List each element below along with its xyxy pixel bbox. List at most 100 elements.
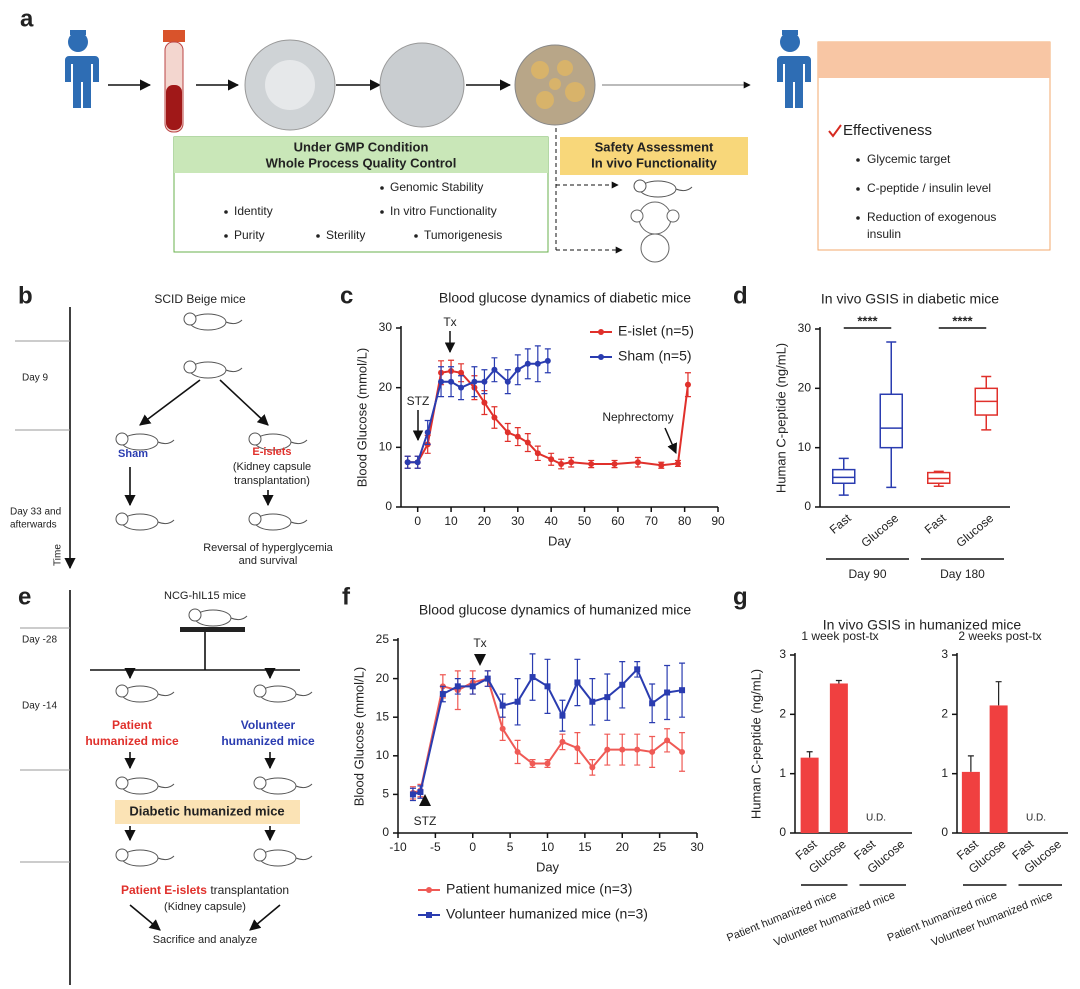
- marker: [634, 666, 641, 673]
- marker: [469, 683, 476, 690]
- marker: [649, 700, 656, 707]
- y-tick-label: 1: [941, 766, 948, 780]
- transplant-note: (Kidney capsule: [233, 461, 311, 473]
- group-label: Day 180: [940, 567, 985, 581]
- mouse-icon: [188, 608, 248, 627]
- annotation: Tx: [473, 636, 486, 650]
- marker: [544, 357, 551, 364]
- strain: NCG-hIL15 mice: [164, 590, 246, 602]
- patient-icon: [61, 30, 99, 108]
- islets: [531, 60, 585, 109]
- legend-marker: [598, 329, 604, 335]
- chart-title: Blood glucose dynamics of diabetic mice: [439, 290, 691, 306]
- marker: [664, 737, 671, 744]
- marker: [684, 381, 691, 388]
- annotation: U.D.: [866, 813, 886, 824]
- marker: [438, 378, 445, 385]
- significance-label: ****: [857, 313, 878, 328]
- marker: [534, 360, 541, 367]
- y-tick-label: 10: [376, 748, 390, 762]
- marker: [664, 689, 671, 696]
- y-tick-label: 3: [941, 647, 948, 661]
- marker: [568, 459, 575, 466]
- timeline-label: Day 33 and: [10, 507, 61, 518]
- transplant-label-rest: transplantation: [207, 883, 289, 897]
- mouse-icon: [253, 684, 313, 703]
- marker: [634, 746, 641, 753]
- eislets-label: E-islets: [252, 446, 291, 458]
- marker: [514, 433, 521, 440]
- error-bar: [806, 751, 813, 758]
- x-tick-label: 5: [507, 840, 514, 854]
- bullets: [856, 158, 860, 220]
- error-bar: [835, 679, 842, 684]
- marker: [484, 675, 491, 682]
- volunteer-label: Volunteer: [241, 718, 296, 732]
- y-tick-label: 0: [804, 499, 811, 513]
- transplant-label: Patient E-islets transplantation: [121, 883, 289, 897]
- mouse-icon: [633, 179, 693, 198]
- capsule-note: (Kidney capsule): [164, 901, 246, 913]
- annotation-arrow: [664, 427, 677, 454]
- safety-box: [560, 137, 748, 175]
- x-tick-label: 80: [678, 514, 692, 528]
- marker: [574, 679, 581, 686]
- marker: [471, 378, 478, 385]
- x-tick-label: Glucose: [953, 511, 996, 550]
- error-bar: [967, 755, 974, 772]
- legend-label: Sham (n=5): [618, 348, 692, 364]
- y-tick-label: 10: [379, 440, 393, 454]
- marker: [514, 748, 521, 755]
- diabetic-label: Diabetic humanized mice: [129, 803, 284, 818]
- marker: [404, 459, 411, 466]
- mouse-icon: [183, 312, 243, 331]
- x-tick-label: 30: [690, 840, 704, 854]
- outcome-heading: Effectiveness: [843, 122, 932, 139]
- arrow: [249, 904, 281, 931]
- panel-label: e: [18, 583, 31, 610]
- x-tick-label: 60: [611, 514, 625, 528]
- x-tick-label: 20: [478, 514, 492, 528]
- y-tick-label: 20: [376, 671, 390, 685]
- x-tick-label: Fast: [922, 511, 949, 537]
- patient-icon: [773, 30, 811, 108]
- volunteer-label: humanized mice: [221, 734, 315, 748]
- y-tick-label: 20: [798, 381, 812, 395]
- mouse-icon: [115, 776, 175, 795]
- marker: [589, 698, 596, 705]
- legend-label: E-islet (n=5): [618, 323, 694, 339]
- bar: [989, 705, 1008, 833]
- panel-b: b SCID Beige mice Day 9 Sham E-islets (K…: [10, 282, 334, 570]
- bar: [829, 683, 848, 833]
- panel-label: b: [18, 282, 33, 309]
- legend-marker: [426, 887, 432, 893]
- bar: [961, 771, 980, 833]
- y-tick-label: 20: [379, 380, 393, 394]
- box: [879, 393, 903, 449]
- tree: [90, 632, 300, 671]
- marker: [491, 366, 498, 373]
- marker: [454, 683, 461, 690]
- marker: [604, 746, 611, 753]
- timeline-label: afterwards: [10, 520, 57, 531]
- marker: [679, 687, 686, 694]
- timeline-label: Day -28: [22, 635, 57, 646]
- y-axis-label: Human C-peptide (ng/mL): [773, 343, 788, 493]
- chart-subtitle: 1 week post-tx: [801, 629, 878, 643]
- marker: [439, 691, 446, 698]
- marker: [658, 462, 665, 469]
- x-tick-label: 0: [414, 514, 421, 528]
- error-bar: [995, 681, 1002, 706]
- safety-title: In vivo Functionality: [591, 155, 717, 170]
- y-axis-label: Human C-peptide (ng/mL): [748, 669, 763, 819]
- mouse-icon: [115, 512, 175, 531]
- arrow: [139, 379, 201, 426]
- marker: [529, 760, 536, 767]
- blood-tube: [163, 30, 185, 133]
- diabetic-box: [115, 800, 300, 824]
- x-tick-label: 30: [511, 514, 525, 528]
- marker: [414, 459, 421, 466]
- safety-title: Safety Assessment: [595, 139, 714, 154]
- patient-label: humanized mice: [85, 734, 179, 748]
- final-step: Sacrifice and analyze: [153, 934, 258, 946]
